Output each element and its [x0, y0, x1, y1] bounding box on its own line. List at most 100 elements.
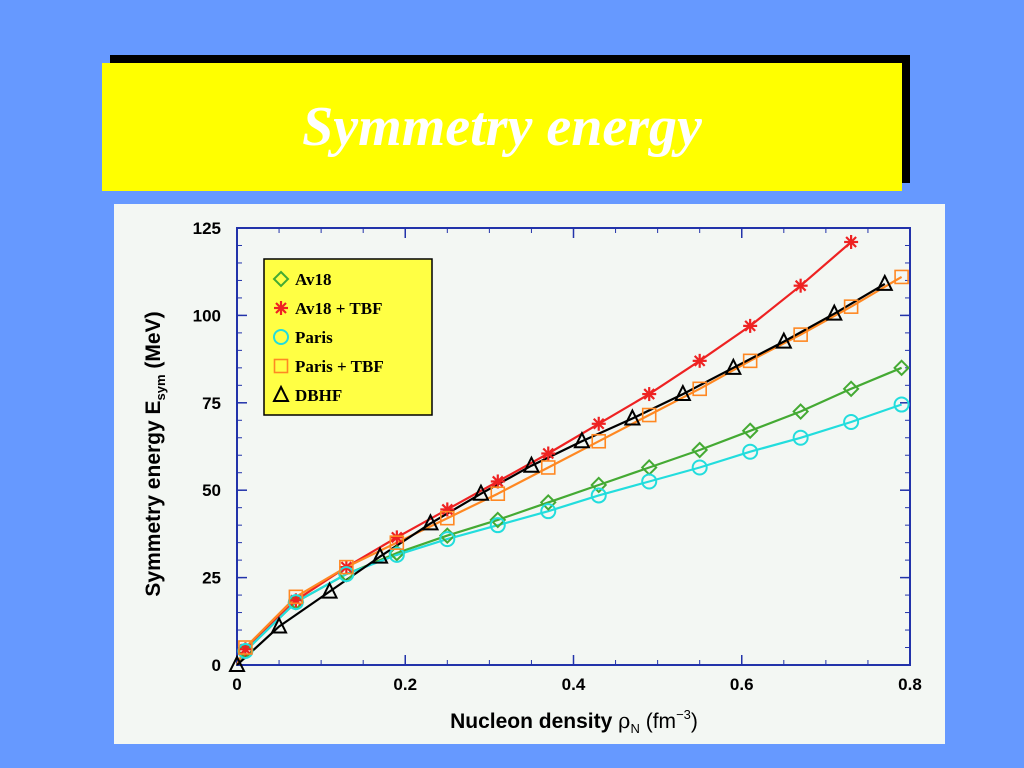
legend-label-dbhf: DBHF	[295, 386, 342, 405]
data-point-paris-tbf	[641, 407, 657, 423]
data-point-av18-tbf	[389, 530, 404, 545]
y-tick-label: 75	[202, 394, 221, 413]
legend-box	[263, 258, 433, 416]
asterisk-stroke	[592, 417, 605, 430]
data-point-paris-tbf	[440, 510, 455, 526]
data-point-paris-tbf	[238, 640, 253, 655]
asterisk-stroke	[693, 355, 706, 367]
series-line-paris-tbf	[236, 275, 903, 666]
data-point-paris-tbf	[389, 535, 405, 550]
legend-label-av18: Av18	[295, 270, 332, 289]
legend-marker-paris-tbf	[273, 358, 289, 374]
asterisk-stroke	[492, 475, 504, 488]
legend-label-av18-tbf: Av18 + TBF	[295, 299, 382, 318]
data-point-paris-tbf	[843, 299, 859, 314]
data-point-dbhf	[573, 431, 591, 449]
axes-layer: 0 0.2 0.4 0.6 0.8 0 25 50 75 100 125	[193, 219, 922, 694]
data-point-paris	[641, 473, 658, 490]
data-point-dbhf	[228, 654, 246, 672]
data-point-paris	[388, 546, 405, 563]
data-point-av18	[539, 494, 557, 511]
chart-svg: 0 0.2 0.4 0.6 0.8 0 25 50 75 100 125 Av18 Av18 + TB…	[142, 219, 922, 736]
asterisk-stroke	[845, 236, 857, 248]
data-point-paris	[489, 517, 506, 534]
data-point-paris	[540, 503, 557, 520]
data-point-dbhf	[270, 616, 288, 634]
data-point-av18-tbf	[440, 502, 455, 517]
asterisk-stroke	[643, 388, 655, 400]
data-point-av18	[792, 403, 810, 420]
data-point-paris	[590, 487, 607, 504]
legend-marker-av18-tbf	[274, 301, 288, 315]
data-point-dbhf	[775, 331, 793, 349]
data-point-av18	[893, 359, 911, 377]
data-point-paris	[843, 414, 860, 431]
legend-label-paris-tbf: Paris + TBF	[295, 357, 384, 376]
data-point-av18	[489, 511, 507, 529]
data-point-paris-tbf	[591, 433, 607, 449]
data-point-av18-tbf	[844, 234, 859, 249]
data-point-dbhf	[724, 357, 742, 375]
y-axis-label: Symmetry energy Esym (MeV)	[142, 311, 168, 596]
asterisk-stroke	[794, 279, 807, 292]
data-point-paris-tbf	[540, 460, 556, 475]
title-box: Symmetry energy	[102, 63, 902, 191]
data-point-paris-tbf	[742, 353, 758, 369]
data-point-dbhf	[320, 581, 339, 599]
x-tick-label: 0.6	[730, 675, 754, 694]
asterisk-stroke	[275, 302, 287, 314]
legend-label-paris: Paris	[295, 328, 333, 347]
chart-panel: 0 0.2 0.4 0.6 0.8 0 25 50 75 100 125 Av18 Av18 + TB…	[114, 204, 945, 744]
legend-marker-paris	[273, 329, 289, 345]
slide-title: Symmetry energy	[302, 96, 702, 158]
data-point-av18-tbf	[490, 474, 505, 489]
data-point-dbhf	[825, 303, 843, 321]
data-point-paris	[691, 459, 708, 476]
x-axis-label: Nucleon density ρN (fm−3)	[450, 707, 698, 736]
data-point-paris-tbf	[339, 559, 354, 575]
data-point-av18-tbf	[743, 318, 758, 333]
series-line-paris	[236, 403, 902, 666]
data-point-av18	[741, 422, 759, 440]
data-point-av18-tbf	[591, 416, 606, 431]
data-point-dbhf	[421, 513, 440, 531]
series-line-av18-tbf	[236, 241, 852, 666]
x-tick-label: 0	[232, 675, 241, 694]
series-layer	[228, 234, 911, 672]
data-point-dbhf	[623, 408, 642, 426]
data-point-av18	[590, 476, 608, 494]
asterisk-stroke	[391, 531, 403, 544]
data-point-paris	[439, 531, 456, 548]
data-point-paris-tbf	[692, 381, 707, 397]
data-point-paris	[792, 429, 809, 446]
y-tick-label: 0	[212, 656, 221, 675]
legend: Av18 Av18 + TBF Paris Paris + TBF DBHF	[263, 258, 433, 416]
data-point-paris-tbf	[288, 589, 304, 605]
y-tick-label: 25	[202, 569, 221, 588]
legend-marker-av18	[272, 270, 290, 288]
y-tick-label: 50	[202, 481, 221, 500]
series-line-dbhf	[236, 282, 886, 666]
data-point-dbhf	[371, 546, 389, 564]
data-point-paris-tbf	[793, 327, 808, 342]
y-tick-label: 125	[193, 219, 221, 238]
data-point-paris	[742, 443, 759, 460]
data-point-dbhf	[522, 455, 541, 473]
data-point-av18-tbf	[692, 353, 707, 368]
x-tick-label: 0.2	[393, 675, 417, 694]
legend-marker-dbhf	[272, 384, 290, 402]
asterisk-stroke	[441, 503, 454, 516]
data-point-dbhf	[876, 273, 894, 291]
asterisk-stroke	[542, 447, 555, 460]
data-point-av18	[691, 441, 709, 459]
data-point-paris-tbf	[894, 269, 909, 285]
data-point-dbhf	[472, 483, 490, 501]
data-point-paris	[893, 396, 910, 413]
x-tick-label: 0.8	[898, 675, 922, 694]
data-point-av18-tbf	[541, 446, 556, 461]
data-point-av18-tbf	[793, 278, 808, 293]
data-point-dbhf	[674, 383, 692, 402]
asterisk-stroke	[744, 320, 756, 332]
x-tick-label: 0.4	[562, 675, 586, 694]
y-tick-label: 100	[193, 306, 221, 325]
